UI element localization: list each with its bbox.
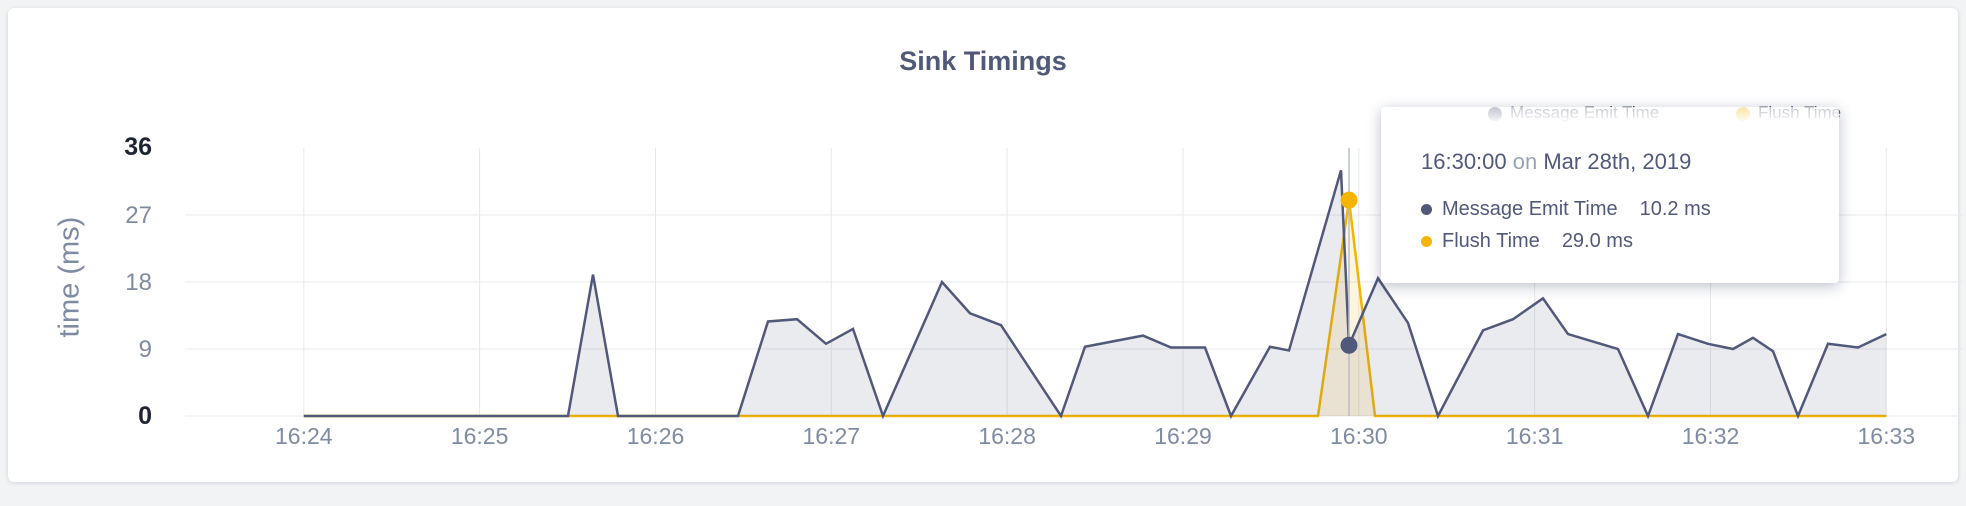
svg-text:18: 18	[125, 269, 152, 296]
svg-text:16:31: 16:31	[1506, 423, 1564, 449]
svg-text:16:29: 16:29	[1154, 423, 1212, 449]
svg-text:16:32: 16:32	[1682, 423, 1740, 449]
svg-text:16:27: 16:27	[803, 423, 861, 449]
svg-text:9: 9	[139, 336, 152, 363]
svg-text:0: 0	[138, 402, 152, 430]
svg-text:16:30: 16:30	[1330, 423, 1388, 449]
svg-text:27: 27	[125, 202, 152, 229]
svg-text:16:25: 16:25	[451, 423, 509, 449]
svg-text:16:24: 16:24	[275, 423, 333, 449]
svg-text:36: 36	[124, 133, 152, 161]
svg-text:16:33: 16:33	[1858, 423, 1916, 449]
svg-text:16:28: 16:28	[978, 423, 1036, 449]
svg-text:16:26: 16:26	[627, 423, 685, 449]
